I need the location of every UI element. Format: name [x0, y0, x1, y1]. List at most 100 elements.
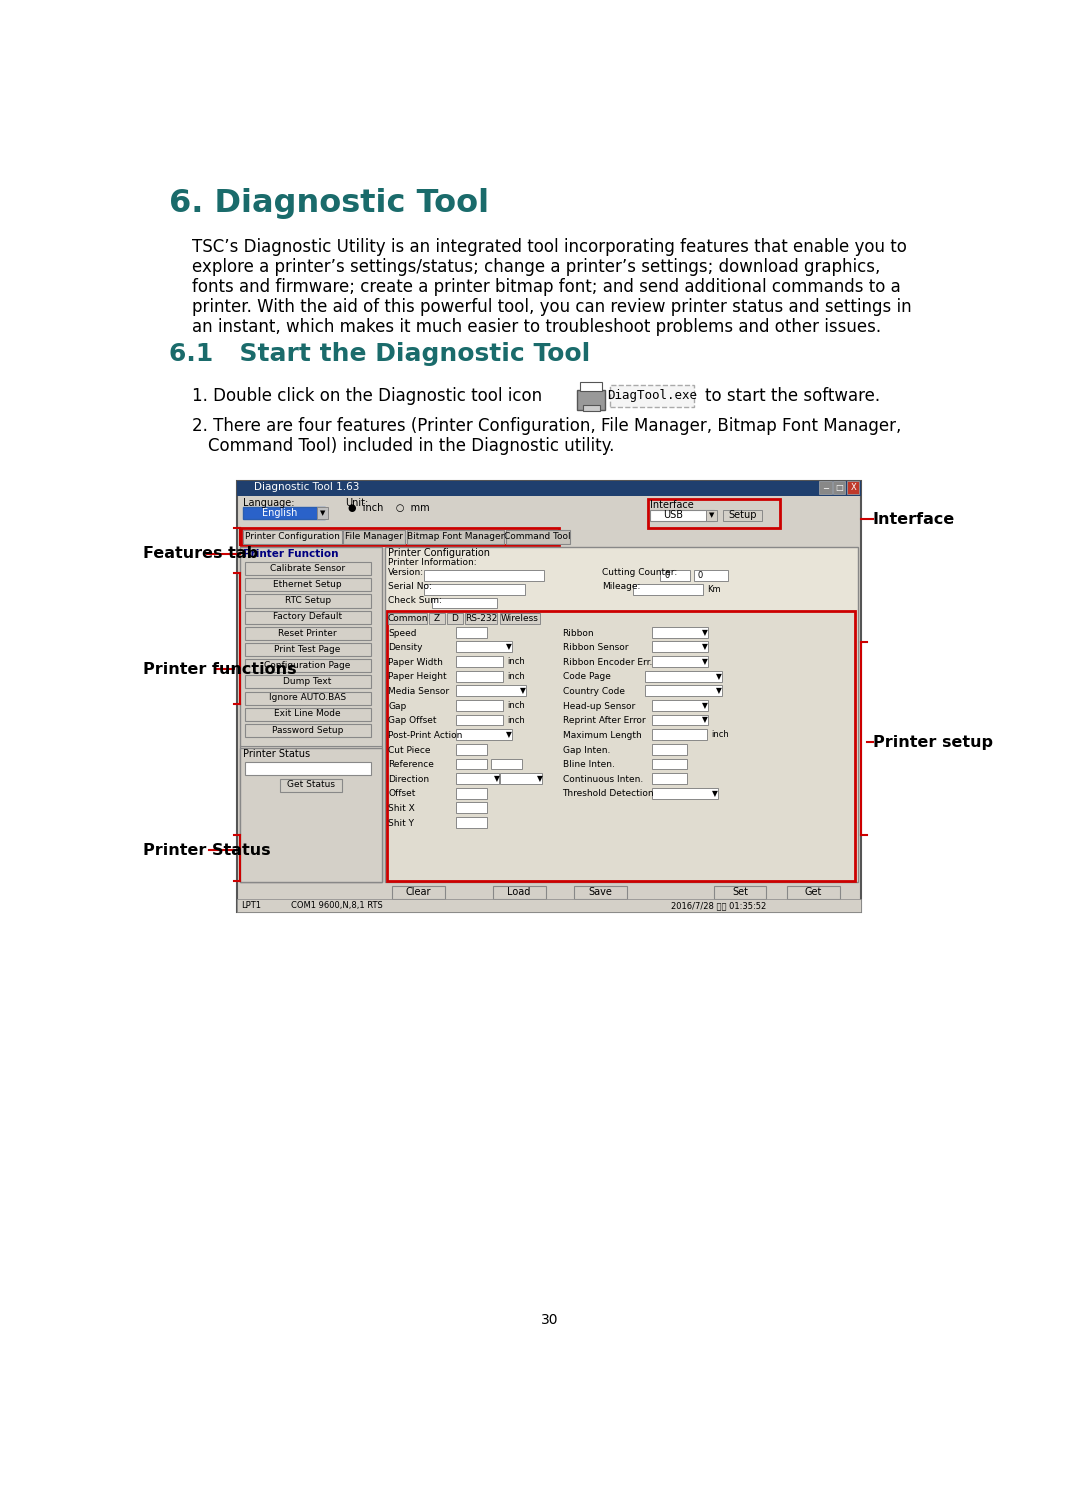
Text: ▼: ▼ [702, 628, 708, 637]
Bar [457, 700, 503, 710]
Bar [653, 774, 687, 784]
Bar [580, 382, 602, 391]
Text: ▼: ▼ [709, 512, 714, 518]
Bar [457, 685, 526, 695]
Bar [457, 743, 488, 754]
Bar [653, 730, 706, 740]
Bar [610, 385, 694, 407]
Text: Get Status: Get Status [286, 780, 334, 789]
Text: 6.1   Start the Diagnostic Tool: 6.1 Start the Diagnostic Tool [169, 342, 590, 366]
Bar [506, 530, 569, 544]
Bar [457, 671, 503, 682]
Text: Post-Print Action: Post-Print Action [388, 731, 463, 740]
Text: Features tab: Features tab [144, 547, 258, 562]
Text: Bline Inten.: Bline Inten. [563, 760, 614, 769]
Text: ▼: ▼ [319, 509, 325, 515]
Bar [241, 529, 559, 545]
Text: Bitmap Font Manager: Bitmap Font Manager [407, 532, 504, 541]
Text: ▼: ▼ [537, 774, 542, 783]
Text: an instant, which makes it much easier to troubleshoot problems and other issues: an instant, which makes it much easier t… [192, 318, 881, 336]
Text: Printer Information:: Printer Information: [388, 557, 477, 566]
Text: Shit Y: Shit Y [388, 819, 414, 828]
Text: Ethernet Setup: Ethernet Setup [273, 580, 342, 589]
Text: LPT1: LPT1 [241, 901, 260, 910]
Text: Ignore AUTO.BAS: Ignore AUTO.BAS [269, 694, 346, 701]
Bar [575, 886, 627, 898]
Text: inch: inch [507, 715, 524, 724]
Text: Printer Status: Printer Status [144, 843, 271, 858]
Text: Speed: Speed [388, 628, 417, 637]
Bar [634, 584, 703, 595]
Text: Offset: Offset [388, 790, 416, 799]
Bar [578, 389, 606, 410]
Text: ●  inch    ○  mm: ● inch ○ mm [348, 503, 430, 514]
Text: explore a printer’s settings/status; change a printer’s settings; download graph: explore a printer’s settings/status; cha… [192, 258, 880, 276]
Text: Printer setup: Printer setup [873, 734, 993, 749]
Text: 30: 30 [540, 1313, 559, 1326]
Text: DiagTool.exe: DiagTool.exe [607, 389, 697, 403]
Text: File Manager: File Manager [345, 532, 403, 541]
Text: ▼: ▼ [712, 789, 718, 798]
Bar [787, 886, 840, 898]
Bar [243, 508, 325, 520]
Text: Serial No:: Serial No: [388, 583, 432, 592]
Bar [694, 569, 729, 581]
Text: X: X [850, 484, 857, 493]
Text: Password Setup: Password Setup [272, 725, 343, 734]
Text: Shit X: Shit X [388, 804, 415, 813]
Text: ▼: ▼ [702, 715, 708, 724]
Bar [653, 759, 687, 769]
Bar [457, 787, 488, 799]
Bar [280, 778, 342, 792]
Bar [244, 724, 371, 737]
Bar [244, 676, 371, 688]
Bar [388, 613, 427, 623]
Bar [457, 774, 500, 784]
Bar [500, 774, 542, 784]
Bar [583, 406, 599, 412]
Bar [650, 509, 714, 521]
Text: Interface: Interface [873, 512, 955, 527]
Bar [244, 643, 371, 656]
Text: Get: Get [805, 888, 822, 898]
Text: Ribbon Encoder Err.: Ribbon Encoder Err. [563, 658, 652, 667]
Text: ▼: ▼ [702, 701, 708, 710]
Text: Clear: Clear [405, 888, 431, 898]
Text: to start the software.: to start the software. [705, 386, 880, 404]
Text: Ribbon Sensor: Ribbon Sensor [563, 643, 628, 652]
Text: ▼: ▼ [702, 656, 708, 665]
Text: Printer Status: Printer Status [243, 749, 311, 760]
Text: Cut Piece: Cut Piece [388, 745, 431, 754]
Text: Country Code: Country Code [563, 686, 625, 695]
Text: □: □ [835, 484, 844, 493]
Text: Diagnostic Tool 1.63: Diagnostic Tool 1.63 [254, 482, 359, 493]
Text: ▼: ▼ [716, 671, 721, 680]
Bar [457, 656, 503, 667]
Bar [723, 509, 762, 521]
Bar [847, 481, 860, 494]
Bar [432, 598, 497, 608]
Bar [644, 685, 723, 695]
Text: Unit:: Unit: [345, 499, 369, 508]
Text: ▼: ▼ [506, 730, 511, 739]
Text: Exit Line Mode: Exit Line Mode [274, 709, 341, 718]
Bar [653, 743, 687, 754]
Bar [244, 578, 371, 592]
Text: D: D [451, 614, 459, 623]
Bar [423, 584, 524, 595]
Text: Media Sensor: Media Sensor [388, 686, 449, 695]
Text: ▼: ▼ [493, 774, 500, 783]
Bar [244, 595, 371, 608]
Bar [392, 886, 445, 898]
Bar [833, 481, 846, 494]
Bar [653, 641, 709, 652]
Text: ▼: ▼ [506, 643, 511, 652]
Bar [240, 748, 382, 883]
Text: COM1 9600,N,8,1 RTS: COM1 9600,N,8,1 RTS [292, 901, 383, 910]
Bar [500, 613, 540, 623]
Text: 6. Diagnostic Tool: 6. Diagnostic Tool [169, 188, 489, 219]
Text: Gap Inten.: Gap Inten. [563, 745, 610, 754]
Text: Threshold Detection: Threshold Detection [563, 790, 654, 799]
Text: Set: Set [732, 888, 748, 898]
Bar [244, 626, 371, 640]
